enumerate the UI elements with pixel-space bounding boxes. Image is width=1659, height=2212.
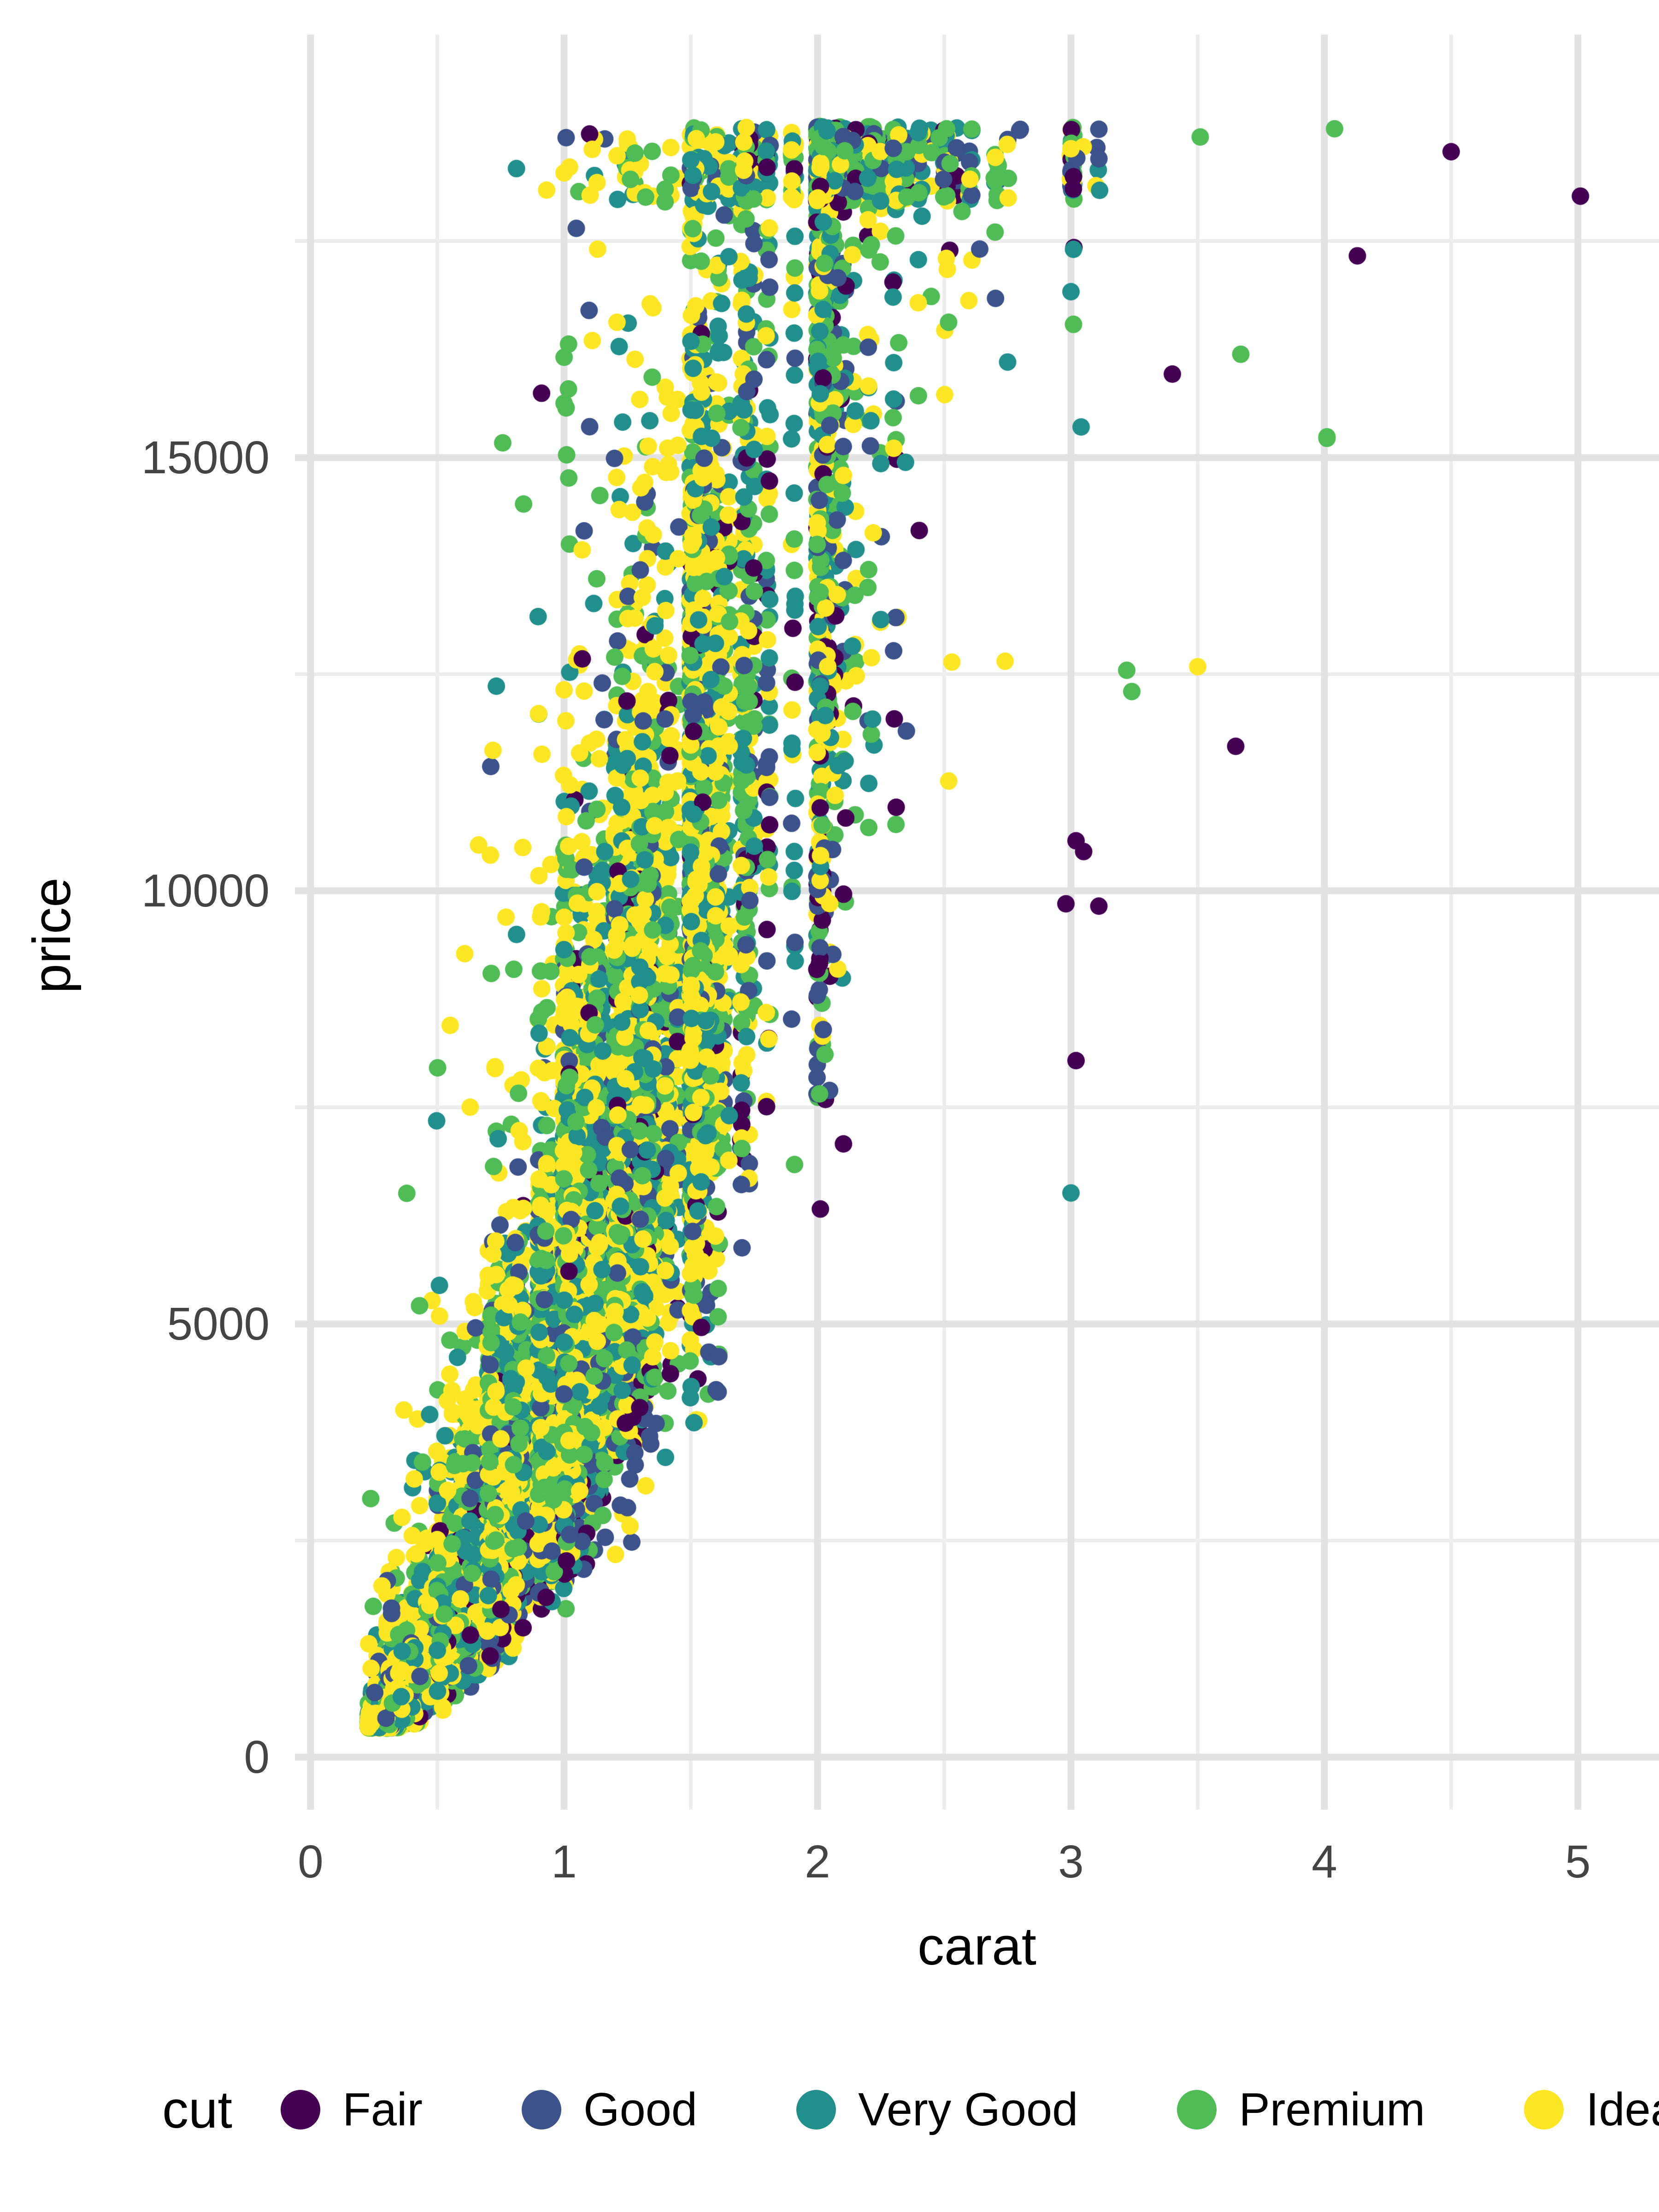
legend-label: Ideal [1586, 2083, 1659, 2136]
legend-dot-icon [522, 2090, 562, 2130]
y-tick-label: 15000 [141, 432, 270, 484]
x-tick-label: 4 [1312, 1836, 1337, 1888]
y-tick-label: 10000 [141, 865, 270, 917]
legend-item-very-good: Very Good [796, 2083, 1078, 2136]
legend-dot-icon [281, 2090, 321, 2130]
legend-dot-icon [796, 2090, 836, 2130]
y-tick-label: 5000 [167, 1298, 270, 1350]
legend-label: Very Good [858, 2083, 1078, 2136]
x-tick-label: 1 [551, 1836, 577, 1888]
legend-label: Good [583, 2083, 698, 2136]
legend-dot-icon [1177, 2090, 1217, 2130]
legend-item-fair: Fair [281, 2083, 423, 2136]
x-tick-label: 3 [1058, 1836, 1084, 1888]
legend-items: Fair Good Very Good Premium Ideal [281, 2083, 1659, 2136]
legend-item-good: Good [522, 2083, 697, 2136]
legend-item-premium: Premium [1177, 2083, 1425, 2136]
scatter-canvas [295, 35, 1659, 1810]
legend-dot-icon [1524, 2090, 1564, 2130]
x-tick-label: 5 [1565, 1836, 1591, 1888]
legend-title: cut [162, 2080, 233, 2139]
legend: cut Fair Good Very Good Premium Ideal [162, 2064, 1659, 2156]
legend-label: Fair [342, 2083, 423, 2136]
y-tick-label: 0 [244, 1731, 270, 1783]
x-tick-label: 2 [805, 1836, 830, 1888]
legend-label: Premium [1239, 2083, 1425, 2136]
x-tick-label: 0 [298, 1836, 324, 1888]
y-axis-title: price [22, 877, 82, 994]
legend-item-ideal: Ideal [1524, 2083, 1659, 2136]
x-axis-title: carat [918, 1916, 1036, 1976]
